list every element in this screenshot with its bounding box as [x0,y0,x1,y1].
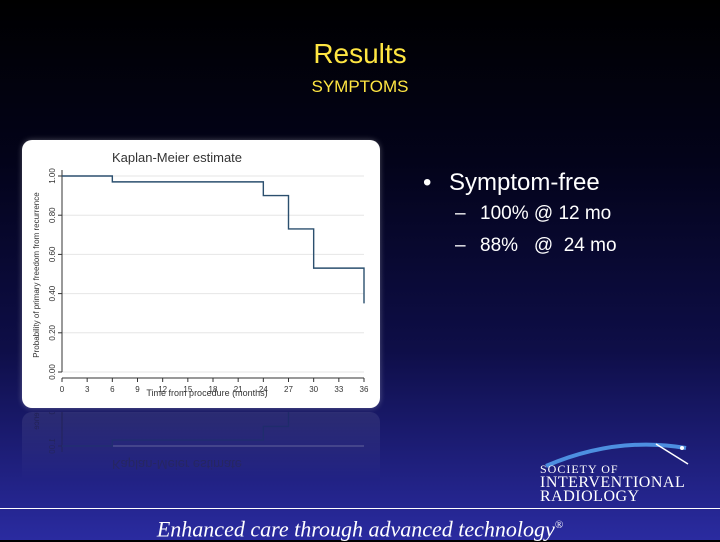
x-tick-label: 36 [360,385,369,394]
y-tick-label: 1.00 [48,438,57,454]
series [62,412,365,447]
y-axis-label: Probability of primary freedom from recu… [32,412,41,430]
sub-bullet-text: 100% @ 12 mo [480,203,612,224]
logo-line-2: INTERVENTIONAL [540,474,686,491]
logo-line-1: SOCIETY OF [540,462,619,476]
registered-mark: ® [554,519,564,531]
x-tick-label: 27 [284,385,293,394]
tick-labels: 0.000.200.400.600.801.000369121518212427… [48,412,57,454]
chart-reflection: Kaplan-Meier estimate 0.000.200.400.600.… [22,412,380,482]
y-tick-label: 0.40 [48,285,57,301]
x-tick-label: 18 [209,385,218,394]
bullet-glyph: • [423,169,432,196]
logo-text: SOCIETY OF INTERVENTIONAL RADIOLOGY [540,462,686,505]
bullet-main-text: Symptom-free [449,169,600,196]
x-tick-label: 21 [234,385,243,394]
x-tick-label: 6 [110,385,115,394]
axes [58,170,365,382]
y-tick-label: 0.00 [48,364,57,380]
chart-reflection-svg: Kaplan-Meier estimate 0.000.200.400.600.… [32,412,365,472]
kaplan-meier-chart: Kaplan-Meier estimate 0.00 0.20 0.40 0.60 0.… [22,140,380,408]
footer-divider [0,508,720,509]
km-curve [62,412,365,447]
km-curve [62,175,365,304]
x-tick-label: 15 [183,385,192,394]
x-tick-label: 30 [309,385,318,394]
x-tick-label: 24 [259,385,268,394]
logo-line-3: RADIOLOGY [540,488,640,505]
chart-svg: Kaplan-Meier estimate 0.00 0.20 0.40 0.60 0.… [32,150,369,398]
sub-bullet-text: 88% @ 24 mo [480,235,617,256]
dash-glyph: – [455,235,466,256]
x-tick-label: 9 [135,385,140,394]
x-tick-label: 12 [158,385,167,394]
y-tick-label: 1.00 [48,168,57,184]
sub-bullet: –88% @ 24 mo [455,230,617,262]
x-tick-label: 33 [334,385,343,394]
sir-logo: SOCIETY OF INTERVENTIONAL RADIOLOGY [536,440,706,505]
chart-title: Kaplan-Meier estimate [112,150,242,165]
y-tick-label: 0.20 [48,324,57,340]
gridlines [62,175,364,373]
series [62,175,365,304]
axes [58,412,63,452]
bullet-main-item: • Symptom-free [423,168,617,198]
x-tick-label: 0 [60,385,65,394]
slide-subtitle: SYMPTOMS [311,77,409,96]
bullet-list: • Symptom-free –100% @ 12 mo –88% @ 24 mo [423,168,617,262]
y-tick-label: 0.80 [48,207,57,223]
y-axis-label: Probability of primary freedom from recu… [32,192,41,358]
y-tick-label: 0.80 [48,412,57,415]
x-tick-label: 3 [85,385,90,394]
x-axis-label: Time from procedure (months) [146,388,267,398]
gridlines [62,445,364,447]
y-tick-label: 0.60 [48,246,57,262]
swoosh-icon [545,442,689,468]
tagline-text: Enhanced care through advanced technolog… [156,516,555,542]
dash-glyph: – [455,203,466,224]
chart-title: Kaplan-Meier estimate [112,457,242,472]
slide-title: Results [313,38,407,69]
sub-bullet: –100% @ 12 mo [455,198,617,230]
tagline: Enhanced care through advanced technolog… [0,512,720,542]
